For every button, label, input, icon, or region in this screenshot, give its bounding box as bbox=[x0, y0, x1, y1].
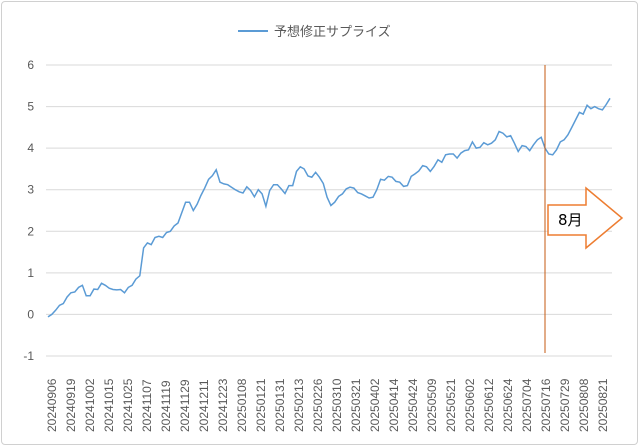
y-tick-label: 6 bbox=[27, 58, 34, 72]
x-tick-label: 20250624 bbox=[501, 378, 515, 432]
x-tick-label: 20250424 bbox=[406, 378, 420, 432]
x-tick-label: 20250402 bbox=[368, 378, 382, 432]
x-tick-label: 20250213 bbox=[292, 378, 306, 432]
x-tick-label: 20250612 bbox=[482, 378, 496, 432]
x-tick-label: 20241002 bbox=[83, 378, 97, 432]
x-tick-label: 20250716 bbox=[539, 378, 553, 432]
x-tick-label: 20241119 bbox=[159, 380, 173, 432]
x-tick-label: 20240919 bbox=[64, 378, 78, 432]
x-tick-label: 20250729 bbox=[558, 378, 572, 432]
x-tick-label: 20240906 bbox=[45, 378, 59, 432]
x-tick-label: 20250821 bbox=[596, 378, 610, 432]
x-tick-label: 20250521 bbox=[444, 378, 458, 432]
x-tick-label: 20250310 bbox=[330, 378, 344, 432]
x-tick-label: 20241015 bbox=[102, 378, 116, 432]
x-tick-label: 20241025 bbox=[121, 378, 135, 432]
y-tick-label: 0 bbox=[27, 307, 34, 321]
x-tick-label: 20250602 bbox=[463, 378, 477, 432]
y-tick-label: 4 bbox=[27, 141, 34, 155]
x-tick-label: 20250808 bbox=[577, 378, 591, 432]
x-tick-label: 20250121 bbox=[254, 378, 268, 432]
y-tick-label: 3 bbox=[27, 183, 34, 197]
x-tick-label: 20250509 bbox=[425, 378, 439, 432]
x-tick-label: 20250108 bbox=[235, 378, 249, 432]
y-tick-label: 5 bbox=[27, 100, 34, 114]
x-tick-label: 20250226 bbox=[311, 378, 325, 432]
x-tick-label: 20250704 bbox=[520, 378, 534, 432]
x-tick-label: 20250414 bbox=[387, 378, 401, 432]
x-tick-label: 20241223 bbox=[216, 378, 230, 432]
x-tick-label: 20241107 bbox=[140, 379, 154, 432]
y-tick-label: -1 bbox=[23, 349, 34, 363]
x-tick-label: 20241129 bbox=[178, 379, 192, 432]
arrow-annotation: 8月 bbox=[547, 186, 624, 250]
y-tick-label: 1 bbox=[27, 266, 34, 280]
x-tick-label: 20250321 bbox=[349, 378, 363, 432]
arrow-right-shape bbox=[547, 186, 624, 250]
series-line bbox=[47, 97, 611, 318]
legend: 予想修正サプライズ bbox=[238, 24, 391, 39]
y-tick-label: 2 bbox=[27, 224, 34, 238]
x-tick-label: 20241211 bbox=[197, 379, 211, 432]
legend-label: 予想修正サプライズ bbox=[274, 24, 391, 39]
arrow-label: 8月 bbox=[558, 211, 583, 229]
x-tick-label: 20250131 bbox=[273, 378, 287, 432]
